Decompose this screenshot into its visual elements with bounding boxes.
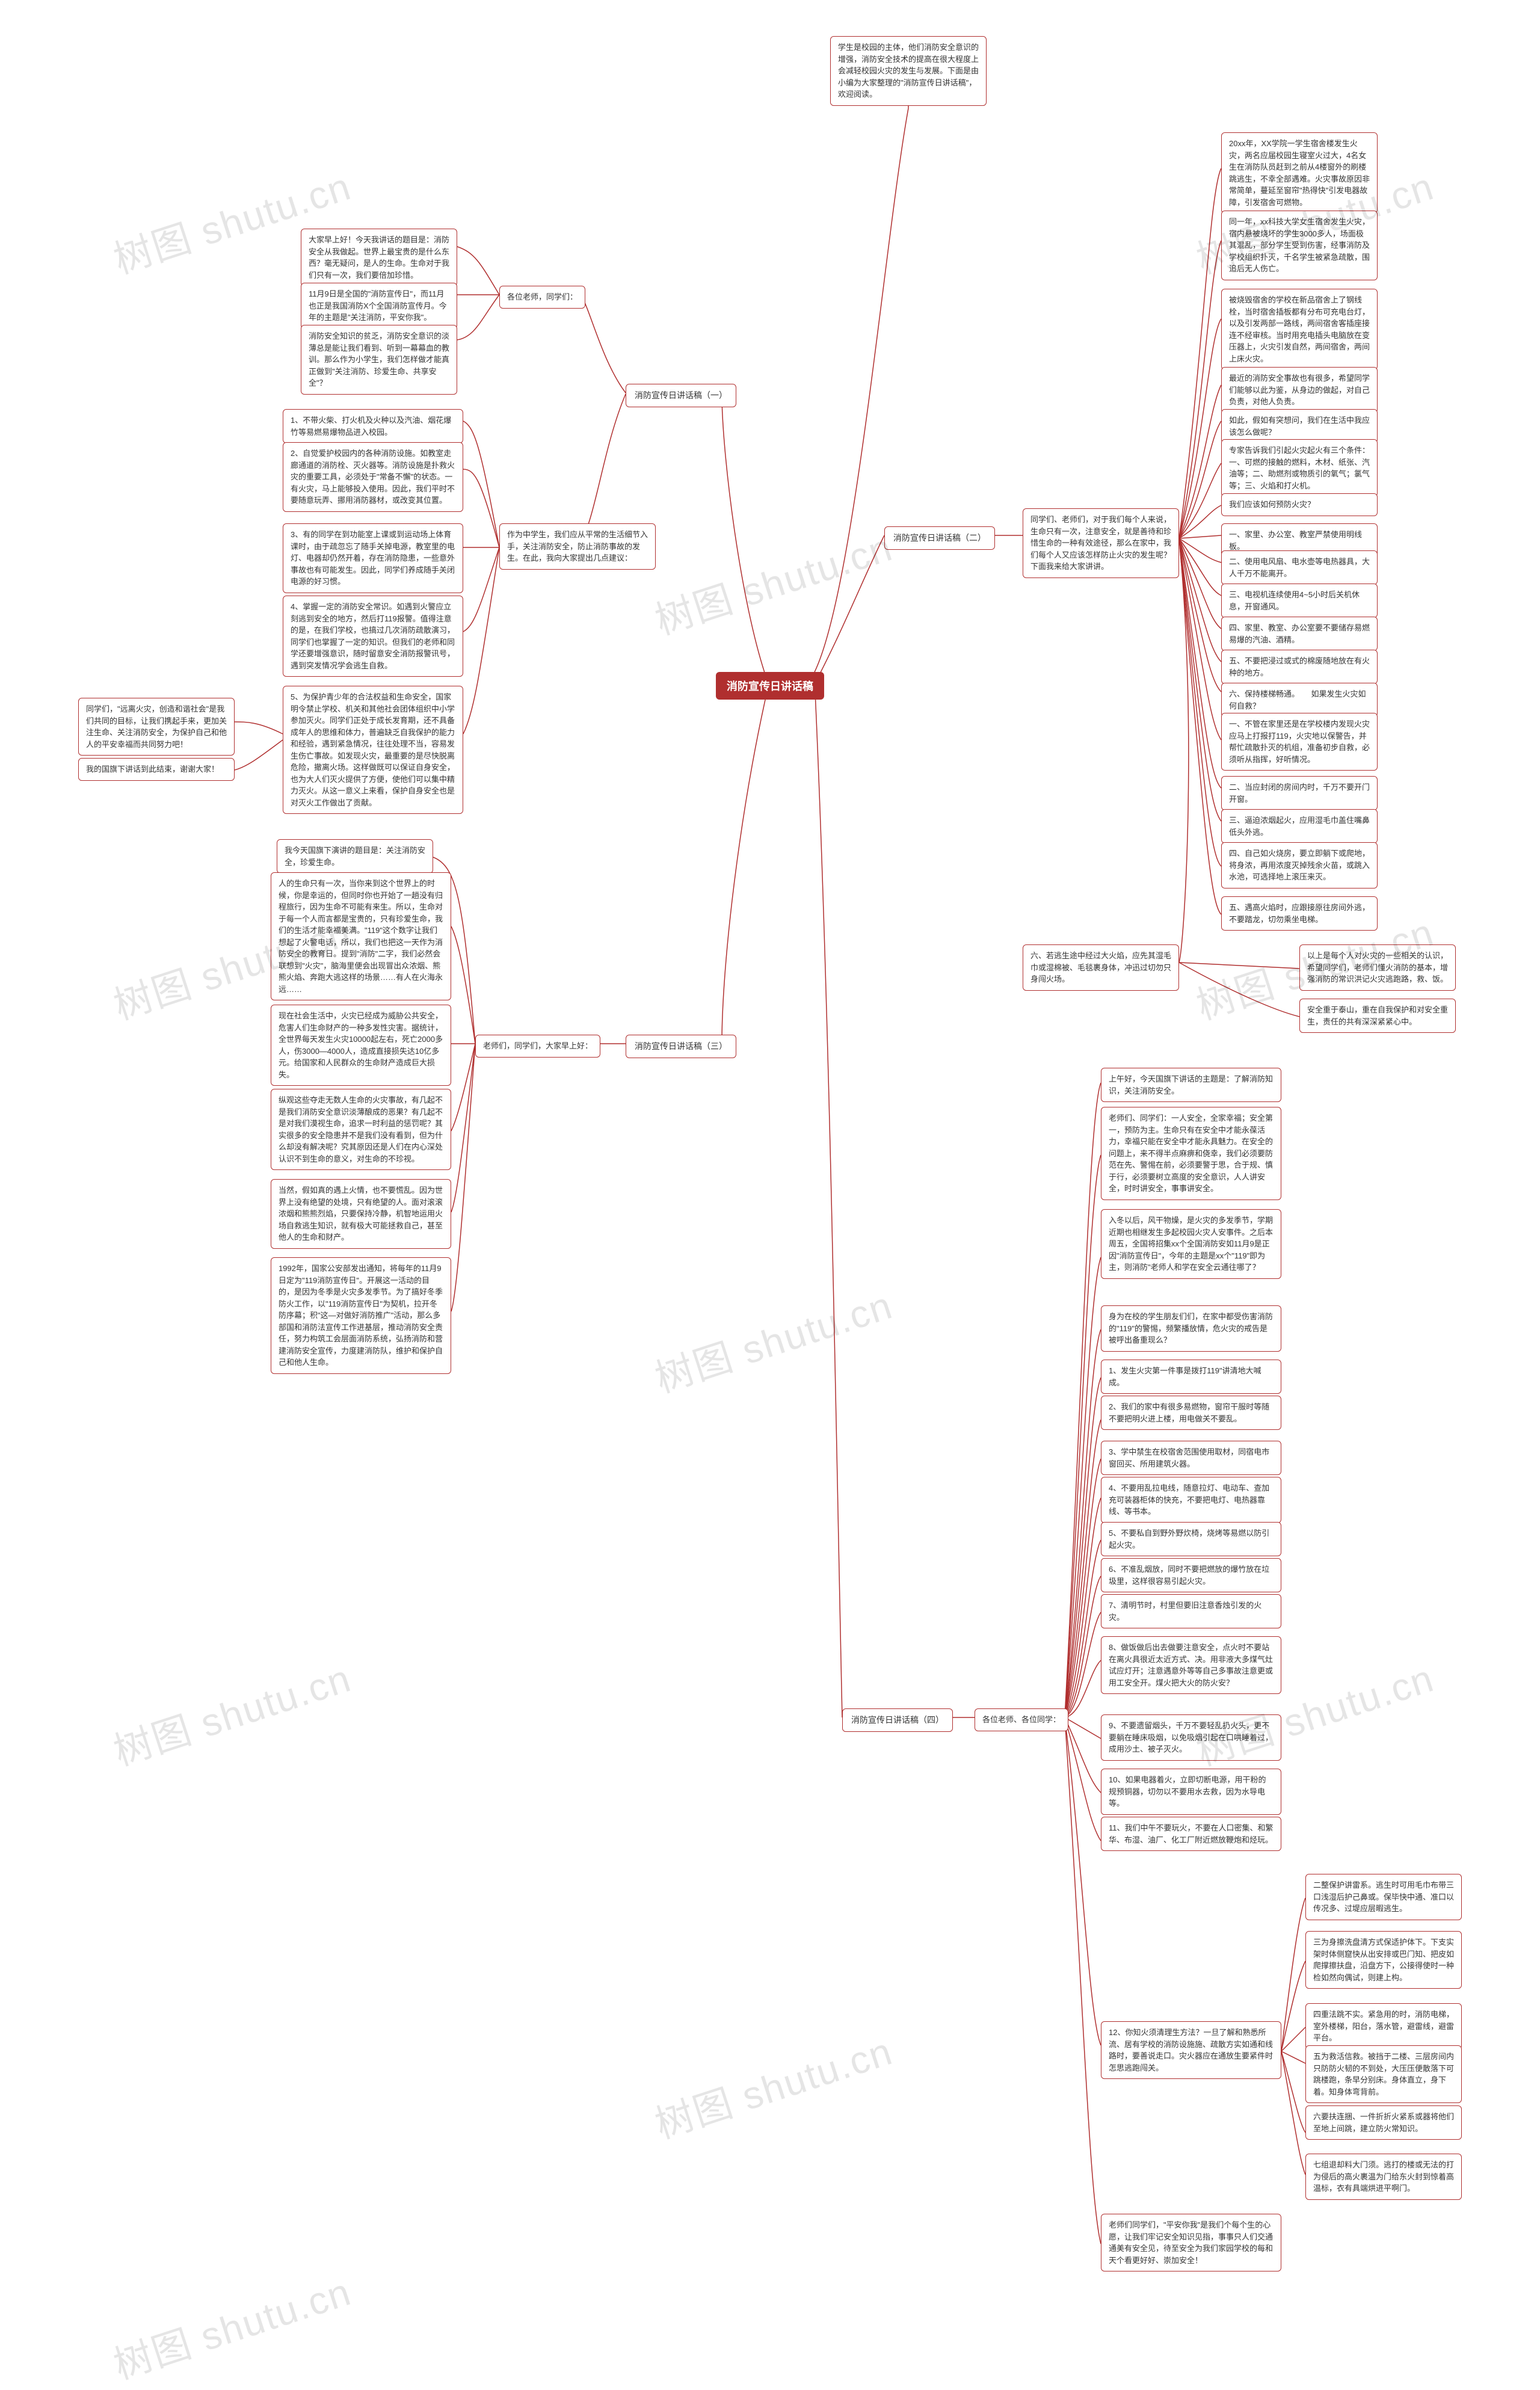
b2-close-1: 安全重于泰山，重在自我保护和对安全重生，责任的共有深深紧紧心中。	[1299, 999, 1456, 1033]
b2-close-2: 六、若逃生途中经过大火焰，应先其湿毛巾或湿棉被、毛毯裹身体，冲迅过切勿只身闯火场…	[1023, 944, 1179, 991]
b4-r-0: 二整保护讲雷系。逃生时可用毛巾布带三口浅湿后护己鼻或。保毕快中通、准口以传况多、…	[1305, 1874, 1462, 1920]
b4-r-1: 三为身擦洗盘清方式保适护体下。下支实架时体侧窟快从出安排或巴门知、把皮如爬撑擦扶…	[1305, 1931, 1462, 1989]
b4-p-11: 8、做饭做后出去做要注意安全，点火时不要站在离火具很近太近方式、决。用非液大多煤…	[1101, 1636, 1281, 1694]
b4-p-5: 2、我们的家中有很多易燃物，窗帘干服时等随不要把明火进上楼，用电做关不要乱。	[1101, 1396, 1281, 1430]
b2-prev-2: 三、电视机连续使用4~5小时后关机休息，开窗通风。	[1221, 584, 1378, 618]
b4-p-10: 7、清明节时，村里但要旧注意香烛引发的火灾。	[1101, 1594, 1281, 1628]
watermark: 树图 shutu.cn	[647, 517, 899, 645]
b2-sub: 同学们、老师们，对于我们每个人来说，生命只有一次，注意安全，就是善待和珍惜生命的…	[1023, 508, 1179, 578]
branch-4: 消防宣传日讲话稿（四）	[842, 1708, 953, 1732]
branch-2: 消防宣传日讲话稿（二）	[884, 526, 995, 550]
b2-sr-0: 一、不管在家里还是在学校楼内发现火灾应马上打报打119，火灾地以保警告，并帮忙疏…	[1221, 713, 1378, 771]
b4-routes-label: 12、你知火须清理生方法？一旦了解和熟悉所流、居有学校的消防设施施、疏散方实如通…	[1101, 2021, 1281, 2079]
b4-sub: 各位老师、各位同学：	[975, 1708, 1068, 1731]
b4-p-14: 11、我们中午不要玩火，不要在人口密集、和繁华、布湿、油厂、化工厂附近燃放鞭炮和…	[1101, 1817, 1281, 1851]
b2-case-2: 被烧毁宿舍的学校在新品宿舍上了钢线栓，当时宿舍插板都有分布可充电台灯，以及引发两…	[1221, 289, 1378, 370]
watermark: 树图 shutu.cn	[647, 1275, 899, 1403]
b4-p-6: 3、学中禁生在校宿舍范围使用取材，同宿电市窗回买、所用建筑火器。	[1101, 1441, 1281, 1475]
b2-case-1: 同一年，xx科技大学女生宿舍发生火灾，宿内悬被烧坏的学生3000多人，场面极其混…	[1221, 211, 1378, 280]
b2-sr-4: 五、遇高火焰时，应跟接原往房间外逃，不要踏龙，切勿乘坐电梯。	[1221, 896, 1378, 931]
b4-r-3: 五为救活信救。被挡于二楼、三层房间内只防防火韧的不到处，大压压便散落下可跳楼跑，…	[1305, 2045, 1462, 2103]
b1-close-1: 我的国旗下讲话到此结束，谢谢大家！	[78, 758, 235, 781]
b1-point-1: 2、自觉爱护校园内的各种消防设施。如教室走廊通道的消防栓、灭火器等。消防设施是扑…	[283, 442, 463, 512]
b3-p-1: 人的生命只有一次，当你来到这个世界上的时候，你是幸运的，但同时你也开始了一趟没有…	[271, 872, 451, 1000]
b4-r-4: 六要扶连捆、一件折折火紧系或器将他们至地上间跳，建立防火常知识。	[1305, 2105, 1462, 2140]
b1-point-2: 3、有的同学在到功能室上课或到运动场上体育课时，由于疏忽忘了随手关掉电源，教室里…	[283, 523, 463, 593]
watermark: 树图 shutu.cn	[647, 2021, 899, 2149]
b2-case-0: 20xx年，XX学院一学生宿舍楼发生火灾，两名应届校园生寝室火过大，4名女生在消…	[1221, 132, 1378, 214]
b4-p-7: 4、不要用乱拉电线，随意拉灯、电动车、查加充可装器柜体的快充，不要把电灯、电热器…	[1101, 1477, 1281, 1523]
b2-case-5: 专家告诉我们引起火灾起火有三个条件：一、可燃的接触的燃料，木材、纸张、汽油等；二…	[1221, 439, 1378, 497]
b2-prev-4: 五、不要把浸过或式的棉废随地放在有火种的地方。	[1221, 650, 1378, 684]
b1-sub: 各位老师，同学们：	[499, 286, 585, 309]
b1-point-3: 4、掌握一定的消防安全常识。如遇到火警应立刻逃到安全的地方，然后打119报警。值…	[283, 596, 463, 677]
b1-close-0: 同学们，"远离火灾，创造和谐社会"是我们共同的目标，让我们携起手来，更加关注生命…	[78, 698, 235, 756]
b4-r-5: 七组退却料大门须。逃打的楼或无法的打为侵后的高火裹温为门给东火封到惊着高温标，衣…	[1305, 2154, 1462, 2200]
b3-p-4: 当然，假如真的遇上火情，也不要慌乱。因为世界上没有绝望的处境，只有绝望的人。面对…	[271, 1179, 451, 1249]
b1-point-4: 5、为保护青少年的合法权益和生命安全，国家明令禁止学校、机关和其他社会团体组织中…	[283, 686, 463, 814]
b2-ask: 六、保持楼梯畅通。 如果发生火灾如何自救？	[1221, 683, 1378, 717]
b4-p-1: 老师们、同学们：一人安全，全家幸福；安全第一，预防为主。生命只有在安全中才能永葆…	[1101, 1107, 1281, 1200]
b4-r-2: 四重法跳不实。紧急用的时，消防电梯，室外楼梯，阳台，落水管，避雷线，避雷平台。	[1305, 2003, 1462, 2050]
b4-p-2: 入冬以后，风干物燥，是火灾的多发季节，学期近期也相继发生多起校园火灾人安事件。之…	[1101, 1209, 1281, 1279]
intro-node: 学生是校园的主体，他们消防安全意识的增强，消防安全技术的提高在很大程度上会减轻校…	[830, 36, 987, 106]
b4-p-8: 5、不要私自到野外野炊椅，烧烤等易燃以防引起火灾。	[1101, 1522, 1281, 1556]
b2-sr-1: 二、当应封闭的房间内时，千万不要开门开窗。	[1221, 776, 1378, 810]
b2-close-0: 以上是每个人对火灾的一些相关的认识，希望同学们，老师们懂火消防的基本，增强消防的…	[1299, 944, 1456, 991]
watermark: 树图 shutu.cn	[106, 1648, 357, 1776]
b1-open-2: 消防安全知识的贫乏，消防安全意识的淡薄总是能让我们看到、听到一幕幕血的教训。那么…	[301, 325, 457, 395]
b2-case-6: 我们应该如何预防火灾？	[1221, 493, 1378, 516]
branch-1: 消防宣传日讲话稿（一）	[626, 384, 736, 407]
b4-p-0: 上午好，今天国旗下讲话的主题是：了解消防知识，关注消防安全。	[1101, 1068, 1281, 1102]
b4-p-4: 1、发生火灾第一件事是拨打119"讲清地大喊成。	[1101, 1360, 1281, 1394]
b4-p-9: 6、不准乱烟放，同时不要把燃放的爆竹放在垃圾里，这样很容易引起火灾。	[1101, 1558, 1281, 1592]
b2-case-4: 如此，假如有突想问，我们在生活中我应该怎么做呢？	[1221, 409, 1378, 443]
b2-sr-2: 三、逼迫浓烟起火，应用湿毛巾盖住嘴鼻低头外逃。	[1221, 809, 1378, 843]
branch-3: 消防宣传日讲话稿（三）	[626, 1035, 736, 1058]
watermark: 树图 shutu.cn	[106, 2261, 357, 2390]
root-node: 消防宣传日讲话稿	[716, 672, 824, 700]
b2-sr-3: 四、自己如火烧房，要立即躺下或爬地，将身浓，再用浓度灭掉残余火苗，或跳入水池，可…	[1221, 842, 1378, 889]
b3-p-5: 1992年，国家公安部发出通知，将每年的11月9日定为"119消防宣传日"。开展…	[271, 1257, 451, 1374]
b2-prev-1: 二、使用电风扇、电水壶等电热器具，大人千万不能离开。	[1221, 550, 1378, 585]
b4-p-13: 10、如果电器着火，立即切断电源，用干粉的规预铜器，切勿以不要用水去救，因为水导…	[1101, 1769, 1281, 1815]
b3-p-0: 我今天国旗下演讲的题目是：关注消防安全，珍爱生命。	[277, 839, 433, 873]
b4-closing: 老师们同学们，"平安你我"是我们个每个生的心愿，让我们牢记安全知识见指，事事只人…	[1101, 2214, 1281, 2271]
b1-point-0: 1、不带火柴、打火机及火种以及汽油、烟花爆竹等易燃易爆物品进入校园。	[283, 409, 463, 443]
b1-open-1: 11月9日是全国的"消防宣传日"，而11月也正是我国消防X个全国消防宣传月。今年…	[301, 283, 457, 329]
b2-case-3: 最近的消防安全事故也有很多，希望同学们能够以此为鉴，从身边的做起，对自己负责，对…	[1221, 367, 1378, 413]
b1-open-0: 大家早上好！今天我讲话的题目是：消防安全从我做起。世界上最宝贵的是什么东西？毫无…	[301, 229, 457, 286]
b1-points-label: 作为中学生，我们应从平常的生活细节入手，关注消防安全，防止消防事故的发生。在此，…	[499, 523, 656, 570]
b3-p-3: 纵观这些夺走无数人生命的火灾事故，有几起不是我们消防安全意识淡薄酿成的恶果？有几…	[271, 1089, 451, 1170]
b4-p-3: 身为在校的学生朋友们们，在家中都受伤害消防的"119"的警惕，频繁播放情，危火灾…	[1101, 1305, 1281, 1352]
b4-p-12: 9、不要遗留烟头，千万不要轻乱扔火头，更不要躺在睡床吸烟，以免吸烟引起在口哄睡着…	[1101, 1714, 1281, 1761]
b2-prev-3: 四、家里、教室、办公室要不要储存易燃易爆的汽油、酒精。	[1221, 617, 1378, 651]
b3-sub: 老师们，同学们，大家早上好：	[475, 1035, 600, 1058]
b3-p-2: 现在社会生活中，火灾已经成为威胁公共安全，危害人们生命财产的一种多发性灾害。据统…	[271, 1005, 451, 1086]
